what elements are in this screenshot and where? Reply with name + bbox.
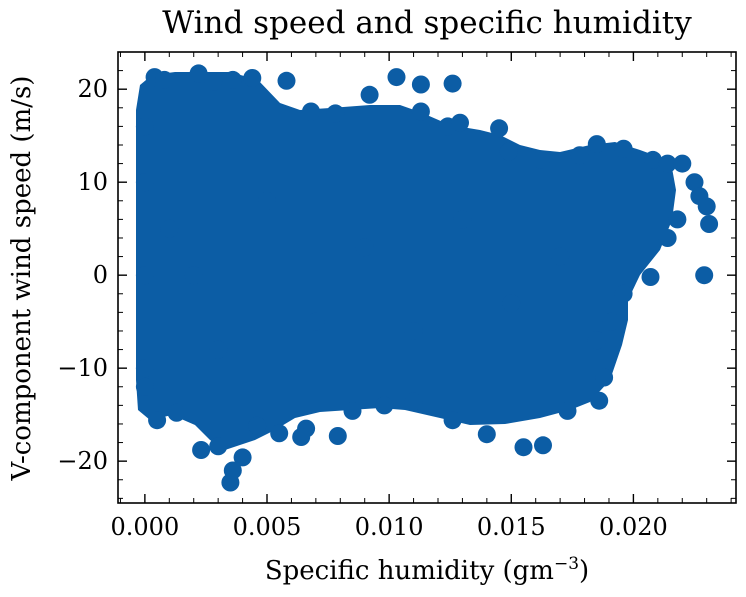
scatter-point bbox=[243, 69, 262, 87]
scatter-point bbox=[189, 64, 208, 83]
scatter-point bbox=[534, 436, 552, 455]
scatter-point bbox=[155, 70, 174, 89]
scatter-point bbox=[328, 427, 347, 445]
scatter-point bbox=[192, 441, 211, 459]
scatter-point bbox=[477, 425, 496, 444]
scatter-point bbox=[614, 284, 633, 303]
scatter-point bbox=[404, 322, 423, 340]
x-tick-label: 0.005 bbox=[233, 513, 302, 541]
scatter-point bbox=[258, 191, 276, 210]
scatter-point bbox=[135, 117, 154, 136]
chart-title: Wind speed and specific humidity bbox=[162, 5, 692, 41]
axis-ticks: 0.000 0.005 0.010 0.015 0.020 −20 −10 0 10 20 bbox=[57, 51, 736, 541]
x-tick-label: 0.000 bbox=[111, 513, 180, 541]
scatter-point bbox=[387, 68, 406, 87]
scatter-point bbox=[697, 197, 716, 216]
y-tick-label: 0 bbox=[93, 261, 108, 289]
scatter-point bbox=[223, 70, 242, 89]
scatter-point bbox=[233, 448, 252, 467]
scatter-point bbox=[184, 266, 203, 285]
scatter-point bbox=[326, 104, 345, 123]
scatter-point bbox=[558, 401, 577, 420]
scatter-point bbox=[167, 403, 186, 422]
scatter-point bbox=[443, 74, 462, 93]
scatter-point bbox=[135, 377, 154, 396]
scatter-point bbox=[602, 312, 621, 331]
scatter-point bbox=[302, 102, 320, 121]
plot-frame bbox=[117, 51, 737, 504]
scatter-point bbox=[595, 368, 614, 387]
scatter-point bbox=[658, 154, 677, 173]
scatter-points bbox=[135, 64, 719, 492]
scatter-point bbox=[643, 150, 662, 169]
scatter-point bbox=[135, 359, 154, 378]
x-axis-label-end: ) bbox=[579, 556, 589, 586]
scatter-point bbox=[502, 294, 521, 313]
x-tick-label: 0.020 bbox=[599, 513, 668, 541]
scatter-point bbox=[135, 266, 154, 285]
scatter-point bbox=[658, 229, 677, 247]
scatter-point bbox=[160, 219, 179, 238]
scatter-point bbox=[499, 142, 518, 161]
scatter-point bbox=[221, 473, 240, 492]
y-tick-label: 20 bbox=[77, 75, 108, 103]
scatter-point bbox=[641, 268, 660, 286]
y-tick-label: −10 bbox=[57, 354, 108, 382]
scatter-point bbox=[209, 340, 228, 359]
scatter-point bbox=[148, 411, 167, 430]
scatter-point bbox=[514, 438, 533, 457]
y-tick-label: 10 bbox=[77, 168, 108, 196]
scatter-point bbox=[443, 411, 462, 430]
scatter-point bbox=[490, 119, 509, 138]
scatter-point bbox=[209, 437, 228, 456]
scatter-point bbox=[685, 173, 704, 192]
x-tick-label: 0.010 bbox=[355, 513, 424, 541]
scatter-point bbox=[590, 391, 609, 410]
scatter-point bbox=[135, 173, 154, 192]
scatter-point bbox=[587, 135, 606, 154]
scatter-point bbox=[248, 416, 267, 435]
x-axis-label: Specific humidity (gm−3) bbox=[265, 554, 589, 586]
scatter-point bbox=[404, 392, 423, 411]
scatter-point bbox=[451, 113, 469, 132]
scatter-point bbox=[306, 312, 325, 331]
scatter-point bbox=[551, 247, 570, 266]
scatter-point bbox=[453, 210, 472, 229]
scatter-point bbox=[355, 238, 374, 257]
x-tick-label: 0.015 bbox=[477, 513, 546, 541]
scatter-point bbox=[292, 428, 311, 446]
scatter-point bbox=[411, 102, 430, 121]
scatter-point bbox=[411, 75, 430, 94]
scatter-point bbox=[668, 210, 687, 229]
x-axis-label-superscript: −3 bbox=[554, 554, 579, 574]
scatter-point bbox=[204, 72, 223, 91]
scatter-point bbox=[614, 139, 633, 158]
scatter-point bbox=[570, 146, 589, 165]
y-tick-label: −20 bbox=[57, 447, 108, 475]
scatter-point bbox=[673, 154, 692, 173]
scatter-point bbox=[375, 396, 394, 415]
scatter-point bbox=[270, 424, 289, 443]
scatter-point bbox=[700, 215, 719, 233]
scatter-point bbox=[531, 150, 550, 169]
scatter-point bbox=[695, 266, 714, 285]
y-axis-label: V-component wind speed (m/s) bbox=[7, 76, 37, 482]
scatter-point bbox=[277, 71, 296, 90]
scatter-point bbox=[343, 401, 362, 420]
scatter-point bbox=[360, 85, 379, 104]
scatter-point bbox=[587, 331, 606, 350]
